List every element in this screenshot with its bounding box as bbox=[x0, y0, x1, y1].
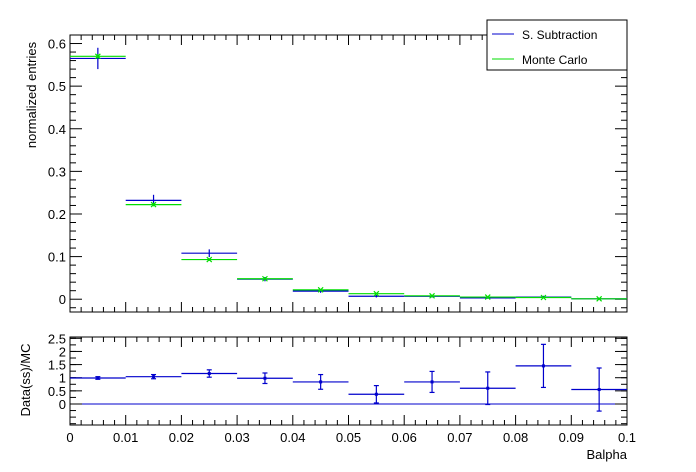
ratio-point-marker bbox=[319, 380, 323, 384]
x-tick-label: 0 bbox=[66, 430, 73, 445]
x-axis-label: Balpha bbox=[587, 447, 628, 462]
x-tick-label: 0.1 bbox=[618, 430, 636, 445]
ratio-point-marker bbox=[541, 364, 545, 368]
bottom-y-axis: 00.511.522.5 bbox=[48, 331, 627, 425]
top-y-tick-label: 0.4 bbox=[48, 122, 66, 137]
ratio-point-marker bbox=[207, 372, 211, 376]
x-tick-label: 0.01 bbox=[113, 430, 138, 445]
x-tick-label: 0.09 bbox=[559, 430, 584, 445]
top-y-tick-label: 0.5 bbox=[48, 79, 66, 94]
x-tick-label: 0.05 bbox=[336, 430, 361, 445]
top-y-tick-label: 0.6 bbox=[48, 37, 66, 52]
data-point-marker bbox=[429, 292, 435, 299]
top-panel: 0 0.1 0.2 0.3 0.4 0.5 0.6 normalized entries S… bbox=[24, 19, 628, 313]
bottom-panel: 00.511.522.5 0 0.01 0.02 0.03 0.04 0.05 0.06 0.… bbox=[18, 331, 636, 462]
top-y-tick-label: 0.3 bbox=[48, 164, 66, 179]
top-plot-frame bbox=[69, 34, 628, 313]
ratio-point-marker bbox=[96, 376, 100, 380]
bottom-y-axis-label: Data(ss)/MC bbox=[18, 344, 33, 417]
bottom-y-tick-label: 1 bbox=[59, 371, 66, 386]
data-point-marker bbox=[262, 275, 268, 282]
data-point-marker bbox=[317, 286, 324, 293]
x-tick-label: 0.02 bbox=[169, 430, 194, 445]
x-tick-label: 0.08 bbox=[503, 430, 528, 445]
top-y-tick-label: 0.1 bbox=[48, 250, 66, 265]
x-tick-label: 0.07 bbox=[447, 430, 472, 445]
ratio-point-marker bbox=[263, 376, 267, 380]
ratio-point-marker bbox=[597, 388, 601, 392]
top-series-group bbox=[70, 47, 627, 302]
x-tick-label: 0.06 bbox=[392, 430, 417, 445]
data-point-marker bbox=[540, 294, 547, 301]
legend-label-s-subtraction: S. Subtraction bbox=[522, 28, 597, 42]
top-y-tick-label: 0 bbox=[59, 292, 66, 307]
ratio-point-marker bbox=[152, 375, 156, 379]
legend-label-monte-carlo: Monte Carlo bbox=[522, 53, 588, 67]
bottom-y-tick-label: 0.5 bbox=[48, 384, 66, 399]
top-x-axis-ticks bbox=[69, 35, 628, 312]
ratio-point-marker bbox=[430, 380, 434, 384]
data-point-marker bbox=[206, 256, 213, 263]
bottom-series-group bbox=[70, 343, 627, 412]
bottom-x-axis: 0 0.01 0.02 0.03 0.04 0.05 0.06 0.07 0.08 0.09 0.1 bbox=[66, 337, 636, 445]
ratio-point-marker bbox=[486, 386, 490, 390]
data-point-marker bbox=[373, 290, 380, 297]
data-point-marker bbox=[596, 295, 603, 302]
bottom-y-tick-label: 0 bbox=[59, 397, 66, 412]
top-y-axis: 0 0.1 0.2 0.3 0.4 0.5 0.6 bbox=[48, 34, 627, 309]
bottom-y-tick-label: 2 bbox=[59, 344, 66, 359]
data-point-marker bbox=[150, 201, 157, 208]
x-tick-label: 0.03 bbox=[224, 430, 249, 445]
legend-box bbox=[486, 19, 628, 71]
bottom-y-tick-label: 2.5 bbox=[48, 331, 66, 346]
data-point-marker bbox=[94, 53, 101, 60]
top-y-tick-label: 0.2 bbox=[48, 207, 66, 222]
ratio-point-marker bbox=[374, 392, 378, 396]
top-y-axis-label: normalized entries bbox=[24, 41, 39, 148]
bottom-y-tick-label: 1.5 bbox=[48, 358, 66, 373]
x-tick-label: 0.04 bbox=[280, 430, 305, 445]
data-point-marker bbox=[484, 294, 491, 301]
legend: S. Subtraction Monte Carlo bbox=[486, 19, 628, 71]
